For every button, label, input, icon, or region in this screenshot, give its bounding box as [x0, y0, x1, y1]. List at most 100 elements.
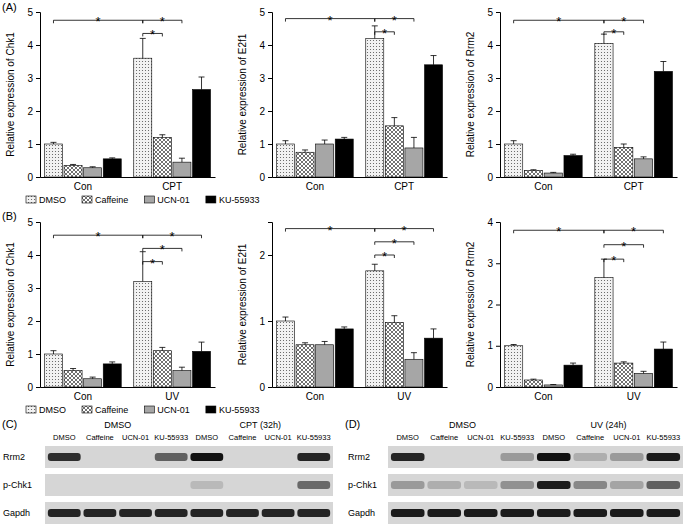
blot-lane-label: KU-55933 [154, 433, 188, 442]
legend-swatch [144, 196, 154, 203]
blot-panel: DMSOCPT (32h)DMSOCaffeineUCN-01KU-55933D… [3, 420, 333, 524]
blot-band [573, 509, 607, 517]
y-tick-label: 0 [487, 172, 493, 183]
y-tick-mark [268, 177, 272, 178]
blot-row-label: Gapdh [348, 508, 375, 518]
y-tick-label: 4 [27, 40, 33, 51]
y-tick-mark [36, 144, 40, 145]
error-bar [550, 384, 556, 385]
panel-label: (B) [2, 210, 17, 222]
y-tick-mark [36, 111, 40, 112]
error-bar [322, 140, 328, 144]
x-tick: UV [397, 387, 411, 402]
y-tick-mark [496, 346, 500, 347]
error-bar [530, 379, 536, 381]
x-tick: Con [74, 387, 92, 402]
y-axis-title: Relative expression of Rrm2 [465, 31, 476, 157]
x-axis-line [41, 387, 216, 388]
legend: DMSOCaffeineUCN-01KU-55933 [26, 405, 259, 415]
y-axis: 012345 [27, 7, 40, 183]
y-tick: 3 [27, 283, 40, 294]
error-bar [411, 353, 417, 360]
x-tick: CPT [624, 177, 644, 192]
error-bar [372, 264, 378, 271]
y-tick-mark [496, 263, 500, 264]
y-axis: 012345 [27, 217, 40, 393]
legend: DMSOCaffeineUCN-01KU-55933 [26, 195, 259, 205]
y-tick-mark [36, 354, 40, 355]
x-tick: Con [306, 387, 324, 402]
y-axis-line [36, 13, 41, 178]
error-bar [159, 135, 165, 138]
y-tick: 2 [259, 250, 272, 261]
blot-band [190, 509, 223, 517]
error-bar [570, 154, 576, 155]
significance-label: * [382, 249, 387, 264]
y-tick-label: 4 [487, 40, 493, 51]
blot-band [646, 453, 680, 461]
blot-lane-label: DMSO [53, 433, 76, 442]
x-axis: ConUV [41, 387, 216, 402]
y-tick: 0 [487, 382, 500, 393]
blot-band [190, 453, 223, 461]
y-tick: 2 [487, 299, 500, 310]
blot-strip [388, 446, 683, 468]
y-tick-mark [496, 111, 500, 112]
bar [385, 322, 403, 387]
blot-lane-label: Caffeine [430, 433, 458, 442]
error-bar [660, 342, 666, 349]
x-axis: Con UV [273, 387, 448, 402]
y-tick-mark [268, 78, 272, 79]
x-axis: ConCPT [501, 177, 678, 192]
y-axis: 01234 [487, 217, 500, 393]
y-tick: 4 [27, 40, 40, 51]
significance-label: * [631, 224, 636, 239]
y-tick-label: 3 [487, 258, 493, 269]
error-bar [50, 142, 56, 144]
y-tick-mark [268, 111, 272, 112]
legend-label: DMSO [39, 405, 66, 415]
legend-swatch [144, 406, 154, 413]
chart: 012345ConCPTRelative expression of Chk1*… [5, 7, 216, 192]
blot-band [262, 453, 295, 461]
bar [425, 65, 443, 177]
error-bar [511, 141, 517, 144]
blot-band [537, 453, 571, 461]
blot-band [226, 509, 259, 517]
blot-band [297, 453, 330, 461]
bar [316, 345, 334, 387]
blot-band [646, 481, 680, 489]
y-tick: 2 [259, 106, 272, 117]
error-bar [550, 172, 556, 174]
significance-label: * [392, 236, 397, 251]
x-tick: Con [306, 177, 324, 192]
y-tick-label: 0 [487, 382, 493, 393]
significance-label: * [556, 224, 561, 239]
y-tick-label: 1 [27, 139, 33, 150]
bar [193, 351, 211, 387]
significance-label: * [382, 26, 387, 41]
y-tick-label: 0 [259, 172, 265, 183]
blot-group-label: DMSO [104, 420, 131, 430]
blot-strip [388, 502, 683, 524]
bar [44, 354, 62, 387]
y-tick-mark [36, 321, 40, 322]
error-bar [341, 137, 347, 139]
y-tick-label: 2 [487, 299, 493, 310]
error-bar [140, 252, 146, 282]
blot-lane-label: Caffeine [86, 433, 114, 442]
bar [654, 71, 672, 177]
legend-swatch [82, 406, 92, 413]
blot-band [500, 453, 534, 461]
error-bar [140, 38, 146, 58]
significance-label: * [150, 27, 155, 42]
bar [134, 281, 152, 387]
y-tick: 1 [487, 139, 500, 150]
blot-lane-label: UCN-01 [265, 433, 292, 442]
blot-band [262, 481, 295, 489]
significance-label: * [96, 229, 101, 244]
plot-area [44, 38, 210, 177]
y-tick: 1 [259, 316, 272, 327]
panel-label: (A) [2, 1, 17, 13]
bar [595, 43, 613, 177]
